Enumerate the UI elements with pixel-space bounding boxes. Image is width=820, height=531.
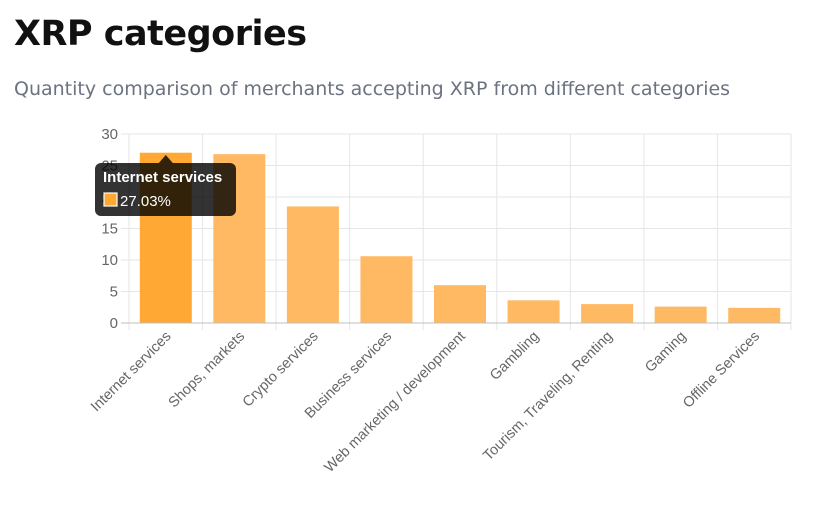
y-tick-label: 0 [110,315,118,332]
bar[interactable] [728,307,781,323]
tooltip-caret [158,155,173,163]
x-tick-label: Tourism, Traveling, Renting [480,329,616,465]
bar[interactable] [654,306,707,323]
y-tick-label: 5 [110,284,118,301]
tooltip-swatch [103,192,118,207]
y-tick-label: 15 [101,221,118,238]
tooltip-title: Internet services [103,169,222,186]
tooltip: Internet services 27.03% [95,155,236,216]
tooltip-box [95,163,236,216]
y-tick-label: 30 [101,126,118,143]
tooltip-value: 27.03% [120,193,171,210]
x-tick-label: Gaming [642,329,689,376]
bar[interactable] [434,285,486,323]
x-tick-label: Internet services [88,329,175,416]
bar[interactable] [360,256,413,323]
bar[interactable] [286,206,339,323]
x-tick-label: Gambling [487,329,542,384]
chart-title: XRP categories [14,14,307,54]
chart-subtitle: Quantity comparison of merchants accepti… [14,78,731,100]
bar[interactable] [507,300,560,323]
x-tick-label: Shops, markets [166,329,249,412]
x-tick-label: Offline Services [680,329,763,412]
bar[interactable] [581,304,634,323]
x-tick-label: Crypto services [240,329,322,411]
y-tick-labels: 051015202530 [101,126,118,332]
y-tick-label: 10 [101,252,118,269]
x-tick-label: Web marketing / development [321,329,468,476]
